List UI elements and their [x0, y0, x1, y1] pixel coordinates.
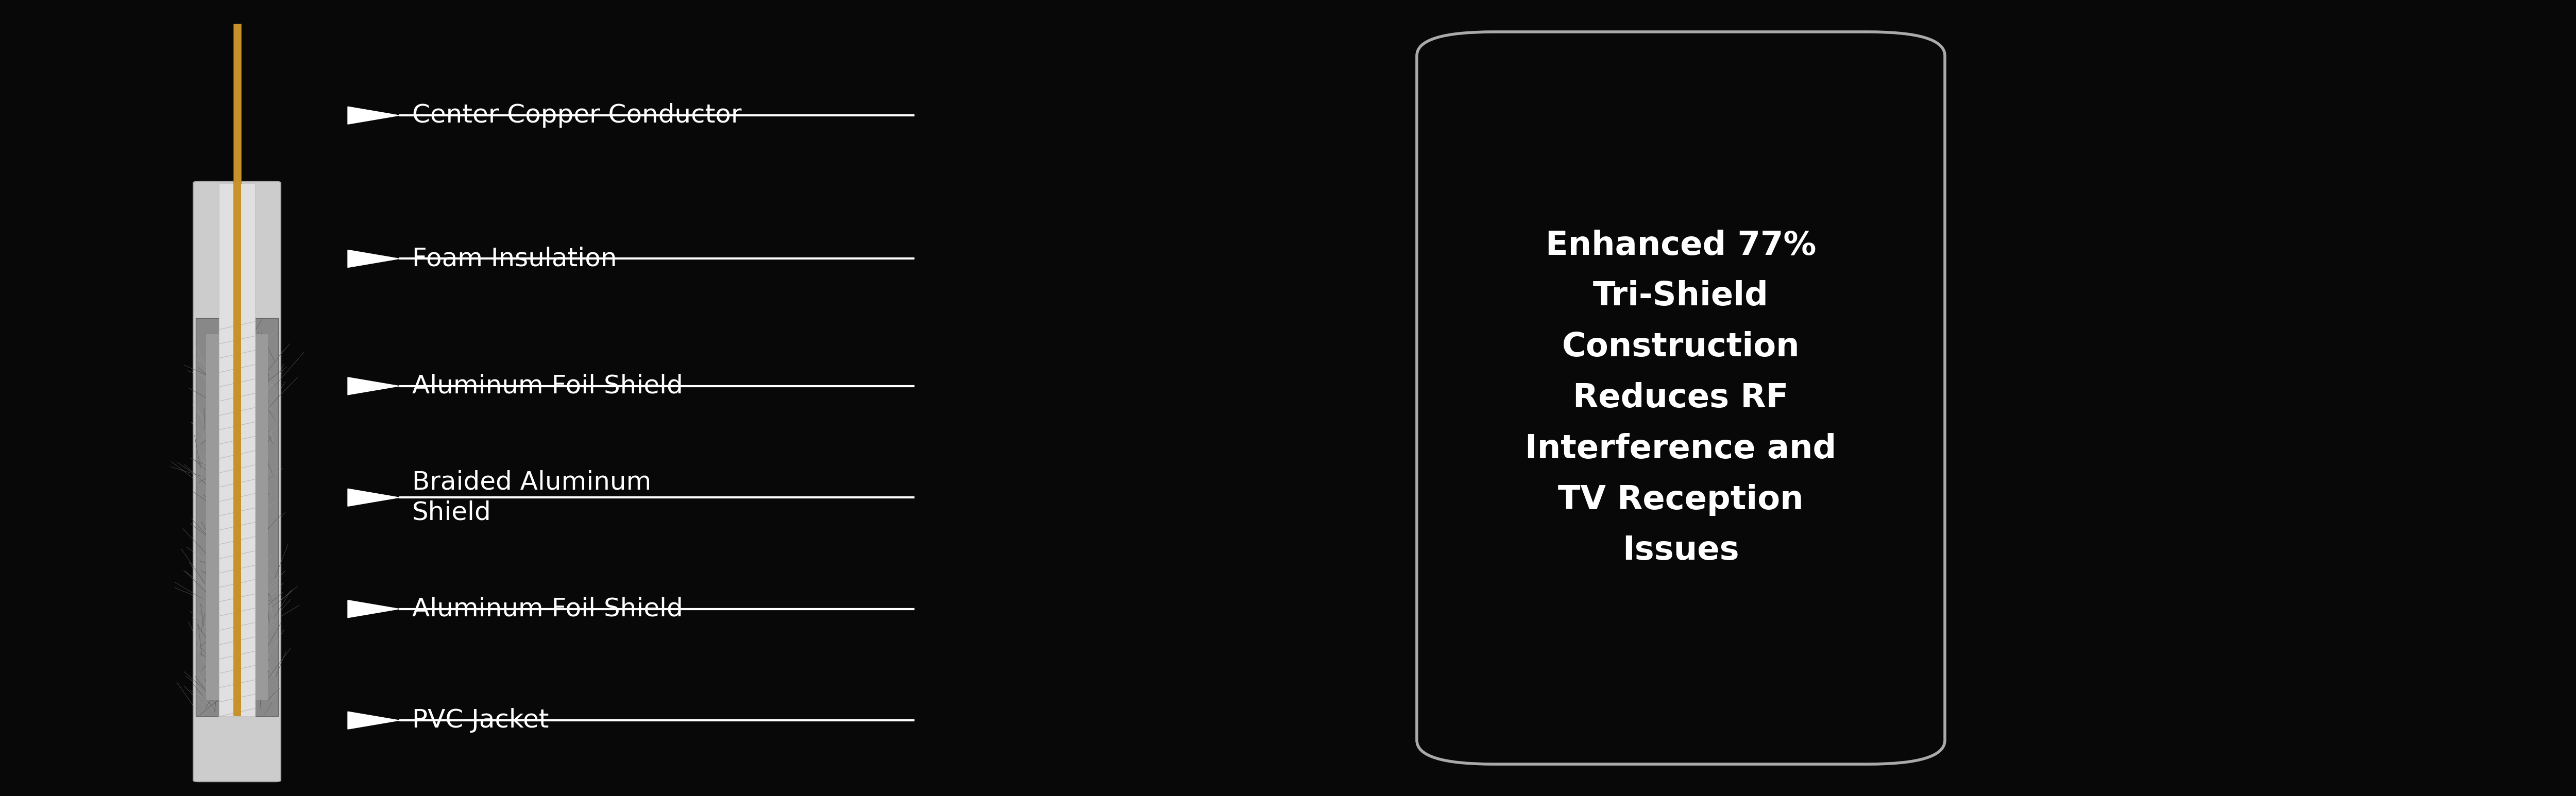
Bar: [234, 24, 242, 183]
Bar: [206, 334, 268, 700]
Bar: [219, 183, 255, 716]
Polygon shape: [348, 712, 399, 729]
FancyBboxPatch shape: [193, 181, 281, 782]
Polygon shape: [348, 250, 399, 267]
Bar: [196, 318, 278, 716]
Text: PVC Jacket: PVC Jacket: [412, 708, 549, 733]
Text: Enhanced 77%
Tri-Shield
Construction
Reduces RF
Interference and
TV Reception
Is: Enhanced 77% Tri-Shield Construction Red…: [1525, 229, 1837, 567]
Polygon shape: [348, 377, 399, 395]
Polygon shape: [348, 489, 399, 506]
FancyBboxPatch shape: [1417, 32, 1945, 764]
Polygon shape: [348, 600, 399, 618]
Polygon shape: [348, 107, 399, 124]
Text: Center Copper Conductor: Center Copper Conductor: [412, 103, 742, 128]
Bar: [234, 183, 242, 716]
Text: Foam Insulation: Foam Insulation: [412, 246, 618, 271]
Text: Aluminum Foil Shield: Aluminum Foil Shield: [412, 373, 683, 399]
Text: Braided Aluminum
Shield: Braided Aluminum Shield: [412, 470, 652, 525]
Text: Aluminum Foil Shield: Aluminum Foil Shield: [412, 596, 683, 622]
